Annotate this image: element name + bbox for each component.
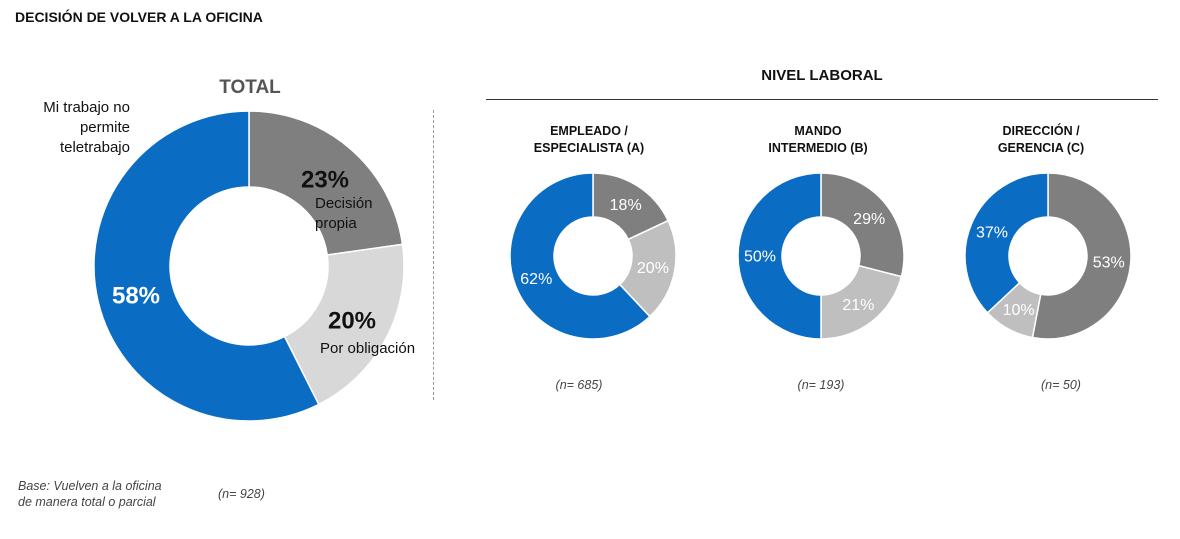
- decision-propia-label: Decisión propia: [315, 194, 373, 234]
- no-teletrabajo-label-line: teletrabajo: [59, 139, 130, 156]
- group-title-line: DIRECCIÓN /: [1002, 124, 1080, 138]
- group-title-a: EMPLEADO / ESPECIALISTA (A): [489, 123, 689, 157]
- slice-no-teletrabajo: [737, 172, 822, 340]
- slice-value-label: 21%: [842, 297, 874, 314]
- group-title-b: MANDO INTERMEDIO (B): [718, 123, 918, 157]
- slice-value-label: 29%: [853, 211, 885, 228]
- slice-value-label: 20%: [328, 307, 376, 334]
- slice-decision-propia: [820, 172, 905, 278]
- nivel-laboral-title: NIVEL LABORAL: [761, 67, 883, 84]
- slice-value-label: 50%: [744, 249, 776, 266]
- slice-decision-propia: [1031, 172, 1132, 340]
- decision-propia-label-line: Decisión: [315, 195, 373, 212]
- no-teletrabajo-label-line: Mi trabajo no: [43, 99, 130, 116]
- slice-por-obligacion: [986, 281, 1042, 339]
- total-title: TOTAL: [219, 77, 281, 98]
- chart-title: DECISIÓN DE VOLVER A LA OFICINA: [15, 9, 263, 25]
- slice-no-teletrabajo: [964, 172, 1049, 314]
- base-n-label: (n= 928): [218, 487, 265, 501]
- slice-value-label: 62%: [520, 271, 552, 288]
- base-note: Base: Vuelven a la oficina de manera tot…: [18, 478, 162, 510]
- n-label-a: (n= 685): [555, 378, 603, 392]
- nivel-laboral-rule: [486, 99, 1158, 100]
- section-divider: [433, 110, 434, 400]
- slice-value-label: 10%: [1003, 302, 1035, 319]
- base-note-line: Base: Vuelven a la oficina: [18, 479, 162, 493]
- n-label-c: (n= 50): [1041, 378, 1081, 392]
- no-teletrabajo-label-line: permite: [79, 119, 130, 136]
- slice-value-label: 53%: [1093, 254, 1125, 271]
- n-label-b: (n= 193): [797, 378, 845, 392]
- group-title-line: INTERMEDIO (B): [768, 141, 868, 155]
- slice-no-teletrabajo: [509, 172, 651, 340]
- slice-value-label: 23%: [301, 166, 349, 193]
- base-note-line: de manera total o parcial: [18, 495, 156, 509]
- group-title-line: GERENCIA (C): [997, 141, 1085, 155]
- slice-decision-propia: [592, 172, 670, 241]
- group-title-line: EMPLEADO /: [550, 124, 628, 138]
- group-title-line: MANDO: [794, 124, 842, 138]
- slice-value-label: 18%: [610, 197, 642, 214]
- slice-por-obligacion: [283, 243, 405, 406]
- slice-value-label: 37%: [976, 224, 1008, 241]
- slice-por-obligacion: [618, 219, 677, 318]
- group-title-c: DIRECCIÓN / GERENCIA (C): [941, 123, 1141, 157]
- slice-por-obligacion: [820, 264, 903, 340]
- decision-propia-label-line: propia: [315, 215, 357, 232]
- por-obligacion-label: Por obligación: [320, 340, 416, 357]
- slice-value-label: 58%: [112, 282, 160, 309]
- slice-value-label: 20%: [637, 260, 669, 277]
- no-teletrabajo-label: Mi trabajo no permite teletrabajo: [20, 98, 130, 158]
- group-title-line: ESPECIALISTA (A): [533, 141, 645, 155]
